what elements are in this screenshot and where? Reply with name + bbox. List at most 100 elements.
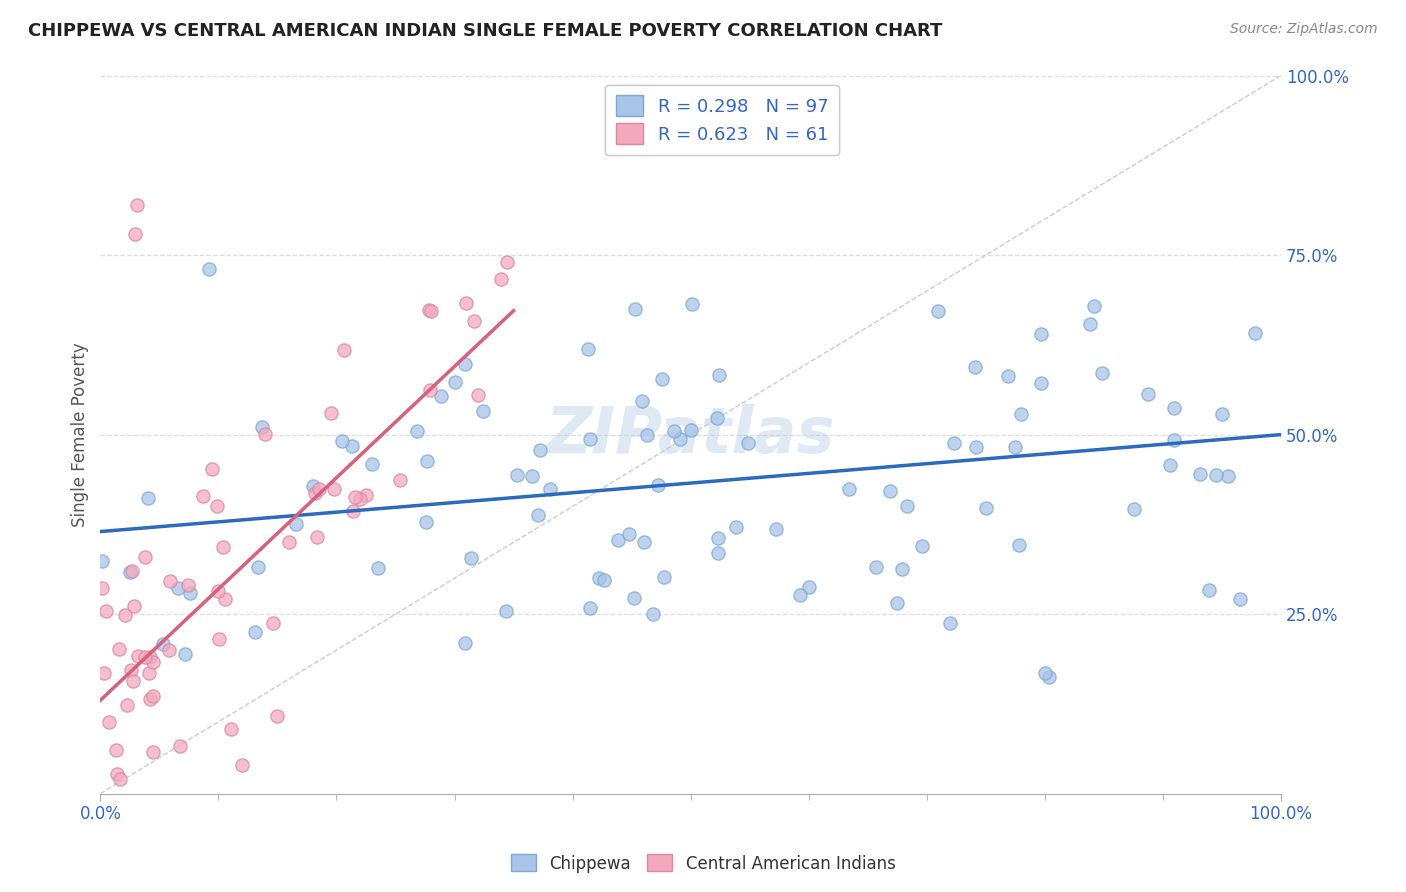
Point (122, 673, 145, 688)
Point (419, 303, 441, 318)
Point (416, 454, 439, 468)
Text: ZIPatlas: ZIPatlas (546, 403, 835, 466)
Point (592, 573, 614, 587)
Point (789, 588, 811, 602)
Point (886, 596, 908, 610)
Point (97, 714, 120, 729)
Point (624, 302, 647, 317)
Point (231, 758, 253, 772)
Point (114, 607, 136, 622)
Point (139, 650, 162, 665)
Point (1198, 582, 1220, 597)
Point (1188, 467, 1211, 481)
Point (1163, 433, 1185, 447)
Point (333, 343, 356, 358)
Y-axis label: Single Female Poverty: Single Female Poverty (72, 343, 89, 527)
Point (284, 517, 307, 532)
Point (737, 435, 759, 450)
Point (506, 467, 529, 482)
Point (1205, 468, 1227, 483)
Point (579, 601, 602, 615)
Point (118, 566, 141, 580)
Point (1229, 592, 1251, 607)
Point (117, 698, 139, 712)
Point (911, 539, 934, 553)
Point (157, 643, 180, 657)
Point (707, 546, 730, 560)
Point (342, 504, 364, 518)
Point (652, 570, 675, 584)
Point (974, 501, 997, 516)
Point (522, 468, 544, 483)
Point (322, 483, 344, 497)
Point (191, 490, 214, 504)
Point (1163, 401, 1185, 415)
Legend: Chippewa, Central American Indians: Chippewa, Central American Indians (503, 847, 903, 880)
Point (208, 632, 231, 646)
Point (104, 742, 127, 756)
Point (419, 384, 441, 398)
Point (302, 479, 325, 493)
Point (349, 491, 371, 506)
Point (159, 574, 181, 588)
Point (319, 406, 342, 420)
Point (879, 484, 901, 499)
Point (1091, 366, 1114, 380)
Point (631, 393, 654, 408)
Point (1029, 376, 1052, 391)
Point (651, 372, 673, 386)
Point (138, 666, 160, 681)
Point (138, 691, 160, 706)
Point (415, 515, 437, 529)
Point (278, 535, 301, 549)
Point (997, 369, 1019, 384)
Point (367, 561, 389, 575)
Point (1010, 407, 1032, 421)
Point (454, 635, 477, 649)
Point (108, 772, 131, 787)
Point (891, 562, 914, 576)
Point (250, 420, 273, 434)
Point (927, 303, 949, 318)
Point (454, 296, 477, 310)
Point (706, 411, 728, 425)
Point (765, 522, 787, 536)
Text: Source: ZipAtlas.com: Source: ZipAtlas.com (1230, 22, 1378, 37)
Point (938, 616, 960, 631)
Point (799, 580, 821, 594)
Point (128, 648, 150, 663)
Point (538, 482, 561, 496)
Point (354, 487, 377, 501)
Point (647, 478, 669, 492)
Point (305, 530, 328, 544)
Point (127, 198, 149, 212)
Point (207, 584, 229, 599)
Point (623, 591, 645, 605)
Point (633, 534, 655, 549)
Point (142, 689, 165, 703)
Point (344, 490, 367, 504)
Point (460, 551, 482, 566)
Point (1078, 317, 1101, 331)
Point (262, 615, 284, 630)
Point (619, 526, 641, 541)
Point (308, 482, 330, 496)
Point (388, 473, 411, 487)
Point (636, 427, 658, 442)
Point (207, 499, 229, 513)
Point (429, 389, 451, 403)
Point (1038, 670, 1060, 684)
Point (212, 540, 235, 554)
Point (134, 550, 156, 565)
Point (896, 499, 918, 513)
Point (124, 227, 146, 241)
Point (304, 486, 326, 500)
Point (1004, 440, 1026, 454)
Point (472, 404, 495, 418)
Point (495, 604, 517, 618)
Point (725, 520, 748, 534)
Point (529, 442, 551, 457)
Point (121, 565, 143, 579)
Point (107, 641, 129, 656)
Point (93, 665, 115, 680)
